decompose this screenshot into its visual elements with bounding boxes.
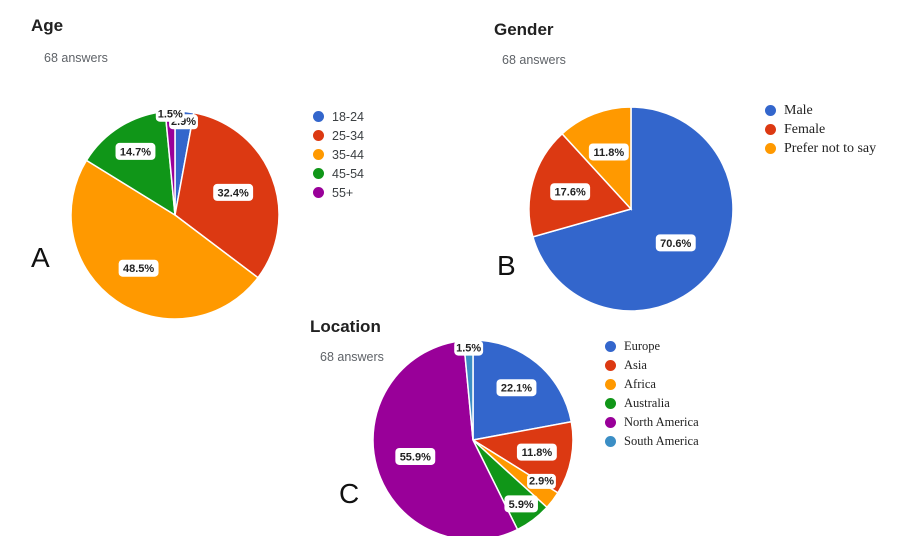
legend-label: Male — [784, 102, 813, 118]
slice-label: 17.6% — [555, 187, 586, 199]
pie-slice-male — [531, 106, 734, 312]
legend-item: 18-24 — [313, 107, 364, 126]
age-subtitle: 68 answers — [44, 51, 108, 65]
slice-label-bg — [504, 495, 538, 513]
slice-label: 5.9% — [509, 499, 534, 511]
slice-label: 22.1% — [501, 383, 532, 395]
legend-item: Australia — [605, 394, 699, 413]
slice-label-bg — [213, 183, 254, 201]
legend-swatch — [605, 417, 616, 428]
panel-letter-a: A — [31, 242, 50, 273]
legend-swatch — [313, 187, 324, 198]
panel-letter-b: B — [497, 250, 516, 281]
legend-label: 55+ — [332, 185, 354, 200]
slice-label: 1.5% — [158, 108, 183, 120]
slice-label: 48.5% — [123, 263, 154, 275]
slice-label-bg — [655, 234, 696, 252]
location-subtitle: 68 answers — [320, 350, 384, 364]
slice-label: 11.8% — [594, 147, 625, 159]
legend-label: North America — [624, 415, 699, 429]
slice-label: 1.5% — [456, 342, 481, 354]
pie-slice-south-america — [462, 339, 474, 441]
pie-1 — [528, 106, 734, 312]
legend-item: 55+ — [313, 183, 364, 202]
legend-item: Asia — [605, 356, 699, 375]
gender-legend: Male Female Prefer not to say — [765, 101, 876, 158]
legend-item: South America — [605, 432, 699, 451]
slice-label-bg — [118, 259, 159, 277]
pie-slice-35-44 — [70, 159, 260, 320]
location-legend: Europe Asia Africa Australia North America So… — [605, 337, 699, 451]
slice-label: 11.8% — [522, 447, 553, 459]
legend-label: 25-34 — [332, 128, 364, 143]
slice-label: 2.9% — [529, 476, 554, 488]
slice-label-bg — [516, 443, 557, 461]
legend-item: Female — [765, 120, 876, 139]
legend-item: 45-54 — [313, 164, 364, 183]
pie-slice-north-america — [372, 339, 519, 536]
legend-item: Prefer not to say — [765, 139, 876, 158]
legend-label: 35-44 — [332, 147, 364, 162]
legend-label: Africa — [624, 377, 656, 391]
legend-label: Australia — [624, 396, 670, 410]
legend-swatch — [765, 143, 776, 154]
slice-label-bg — [155, 106, 185, 122]
slice-label-bg — [496, 379, 537, 397]
legend-swatch — [605, 379, 616, 390]
legend-label: Female — [784, 121, 826, 137]
legend-item: 35-44 — [313, 145, 364, 164]
legend-item: Male — [765, 101, 876, 120]
slice-label-bg — [395, 447, 436, 465]
legend-swatch — [313, 111, 324, 122]
legend-swatch — [313, 149, 324, 160]
panel-letter-c: C — [339, 478, 360, 509]
gender-title: Gender — [494, 20, 554, 39]
slice-label-bg — [588, 143, 629, 161]
slice-label: 55.9% — [400, 451, 431, 463]
slice-label: 70.6% — [660, 238, 691, 250]
slice-label-bg — [115, 142, 156, 160]
legend-label: Prefer not to say — [784, 140, 877, 156]
slice-label-bg — [550, 183, 591, 201]
legend-label: Asia — [624, 358, 647, 372]
legend-label: Europe — [624, 339, 661, 353]
legend-swatch — [605, 360, 616, 371]
slice-label-bg — [527, 473, 556, 489]
pie-0 — [70, 110, 280, 320]
pie-2 — [372, 339, 574, 536]
legend-label: 45-54 — [332, 166, 364, 181]
legend-swatch — [605, 341, 616, 352]
legend-swatch — [313, 168, 324, 179]
gender-subtitle: 68 answers — [502, 53, 566, 67]
legend-item: Europe — [605, 337, 699, 356]
legend-item: 25-34 — [313, 126, 364, 145]
legend-swatch — [313, 130, 324, 141]
slice-label-bg — [454, 340, 484, 356]
age-legend: 18-24 25-34 35-44 45-54 55+ — [313, 107, 364, 202]
slice-label: 32.4% — [218, 187, 249, 199]
legend-label: South America — [624, 434, 699, 448]
legend-swatch — [605, 398, 616, 409]
legend-swatch — [765, 124, 776, 135]
slice-label: 14.7% — [120, 146, 151, 158]
legend-item: North America — [605, 413, 699, 432]
legend-label: 18-24 — [332, 109, 364, 124]
legend-swatch — [765, 105, 776, 116]
location-title: Location — [310, 317, 381, 336]
age-title: Age — [31, 16, 64, 35]
legend-swatch — [605, 436, 616, 447]
legend-item: Africa — [605, 375, 699, 394]
